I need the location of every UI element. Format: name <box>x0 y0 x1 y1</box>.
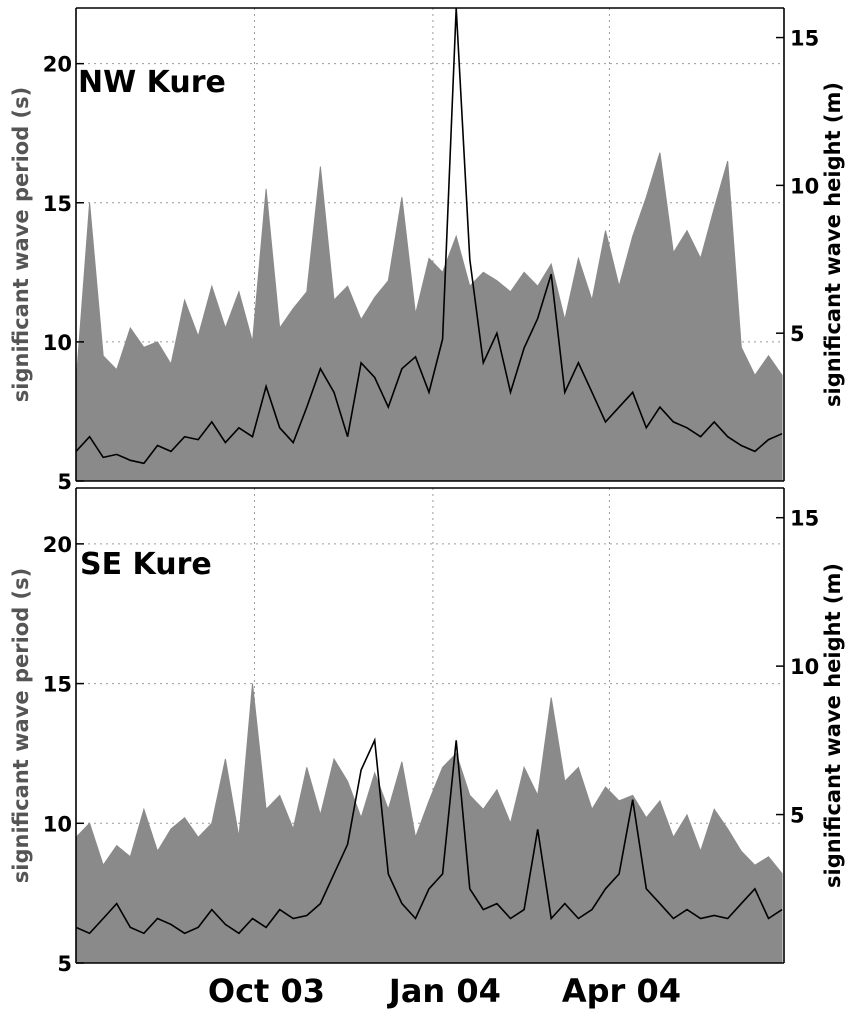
tick-label-left-5: 5 <box>57 470 72 494</box>
y-axis-label-left: significant wave period (s) <box>9 87 33 402</box>
x-tick-label: Oct 03 <box>208 972 325 1010</box>
panel-nw-kure: 5 10 15 20 5 10 15 significant wave period (s) s… <box>9 7 845 494</box>
tick-label-left-15: 15 <box>43 673 72 697</box>
y-axis-label-right: significant wave height (m) <box>821 563 845 888</box>
x-tick-label: Jan 04 <box>387 972 501 1010</box>
tick-label-right-5: 5 <box>790 322 805 346</box>
tick-label-left-5: 5 <box>57 952 72 976</box>
tick-label-left-15: 15 <box>43 192 72 216</box>
tick-label-right-10: 10 <box>790 655 819 679</box>
tick-label-right-5: 5 <box>790 804 805 828</box>
panel-title: NW Kure <box>78 65 226 100</box>
x-tick-label: Apr 04 <box>562 972 681 1010</box>
y-axis-label-right: significant wave height (m) <box>821 82 845 407</box>
series-wave-height-line <box>75 7 783 465</box>
tick-label-right-10: 10 <box>790 174 819 198</box>
tick-label-left-20: 20 <box>43 53 72 77</box>
series-wave-height-line <box>75 737 783 935</box>
y-axis-label-left: significant wave period (s) <box>9 568 33 883</box>
shared-x-axis: Oct 03 Jan 04 Apr 04 <box>208 972 681 1010</box>
series-wave-period-area <box>75 683 783 964</box>
tick-label-left-10: 10 <box>43 331 72 355</box>
panel-se-kure: 5 10 15 20 5 10 15 significant wave period (s) s… <box>9 487 845 976</box>
tick-label-right-15: 15 <box>790 507 819 531</box>
series-wave-period-area <box>75 152 783 482</box>
panel-title: SE Kure <box>80 547 212 582</box>
tick-label-left-10: 10 <box>43 812 72 836</box>
tick-label-right-15: 15 <box>790 27 819 51</box>
tick-label-left-20: 20 <box>43 533 72 557</box>
